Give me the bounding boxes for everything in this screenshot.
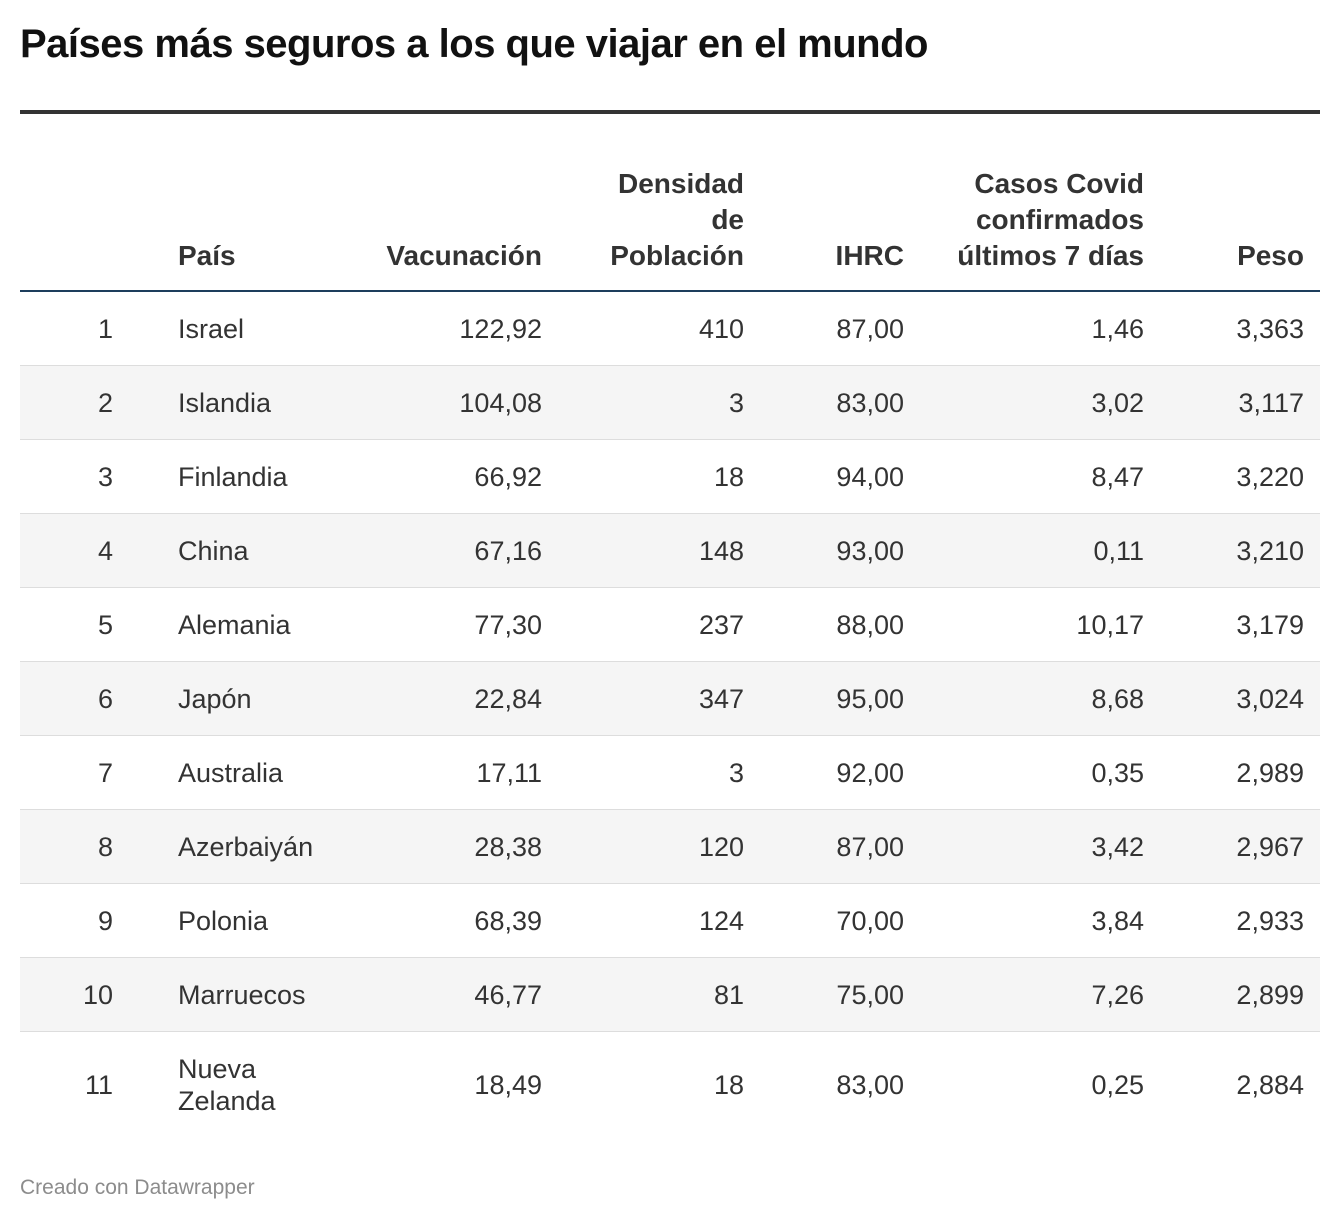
table-body: 1 Israel 122,92 410 87,00 1,46 3,363 2 Islandia 1… [20, 292, 1320, 1138]
cell-rank: 8 [97, 831, 113, 862]
cell-covid: 1,46 [1091, 313, 1144, 344]
cell-peso: 3,117 [1238, 387, 1304, 418]
cell-densidad: 410 [698, 313, 744, 344]
cell-covid: 0,25 [1091, 1070, 1144, 1100]
cell-ihrc: 92,00 [836, 757, 904, 788]
cell-pais: Marruecos [178, 979, 306, 1010]
cell-covid: 3,02 [1091, 387, 1144, 418]
cell-pais: Nueva Zelanda [178, 1054, 276, 1116]
cell-vacunacion: 22,84 [474, 683, 542, 714]
cell-covid: 3,84 [1091, 905, 1144, 936]
table-row: 7 Australia 17,11 3 92,00 0,35 2,989 [20, 736, 1320, 810]
cell-vacunacion: 67,16 [474, 535, 542, 566]
cell-pais: Azerbaiyán [178, 831, 314, 862]
cell-vacunacion: 66,92 [474, 461, 542, 492]
cell-covid: 0,11 [1093, 535, 1144, 566]
cell-peso: 3,024 [1236, 683, 1304, 714]
cell-vacunacion: 18,49 [474, 1070, 542, 1100]
cell-covid: 10,17 [1076, 609, 1144, 640]
cell-rank: 7 [97, 757, 113, 788]
cell-peso: 3,363 [1236, 313, 1304, 344]
cell-vacunacion: 104,08 [459, 387, 542, 418]
cell-vacunacion: 46,77 [474, 979, 542, 1010]
table-header: País Vacunación Densidad de Población IH… [20, 114, 1320, 292]
data-table: País Vacunación Densidad de Población IH… [20, 110, 1320, 1138]
cell-rank: 6 [97, 683, 113, 714]
cell-rank: 9 [97, 905, 113, 936]
cell-densidad: 347 [698, 683, 744, 714]
cell-densidad: 18 [713, 1070, 744, 1100]
page-title: Países más seguros a los que viajar en e… [20, 22, 928, 66]
cell-peso: 2,967 [1236, 831, 1304, 862]
cell-vacunacion: 122,92 [459, 313, 542, 344]
cell-densidad: 120 [698, 831, 744, 862]
cell-ihrc: 88,00 [836, 609, 904, 640]
table-row: 5 Alemania 77,30 237 88,00 10,17 3,179 [20, 588, 1320, 662]
cell-densidad: 237 [698, 609, 744, 640]
cell-covid: 8,47 [1091, 461, 1144, 492]
header-peso[interactable]: Peso [1237, 240, 1304, 271]
cell-ihrc: 70,00 [836, 905, 904, 936]
cell-covid: 0,35 [1091, 757, 1144, 788]
cell-vacunacion: 28,38 [474, 831, 542, 862]
cell-rank: 4 [97, 535, 113, 566]
table-row: 10 Marruecos 46,77 81 75,00 7,26 2,899 [20, 958, 1320, 1032]
table-row: 6 Japón 22,84 347 95,00 8,68 3,024 [20, 662, 1320, 736]
header-pais[interactable]: País [178, 240, 236, 271]
cell-ihrc: 87,00 [836, 831, 904, 862]
cell-ihrc: 75,00 [836, 979, 904, 1010]
table-row: 2 Islandia 104,08 3 83,00 3,02 3,117 [20, 366, 1320, 440]
table-row: 11 Nueva Zelanda 18,49 18 83,00 0,25 2,884 [20, 1032, 1320, 1138]
cell-ihrc: 95,00 [836, 683, 904, 714]
cell-peso: 2,899 [1236, 979, 1304, 1010]
table-row: 8 Azerbaiyán 28,38 120 87,00 3,42 2,967 [20, 810, 1320, 884]
cell-densidad: 18 [713, 461, 744, 492]
cell-peso: 2,933 [1236, 905, 1304, 936]
cell-pais: China [178, 535, 249, 566]
cell-pais: Polonia [178, 905, 269, 936]
cell-ihrc: 83,00 [836, 387, 904, 418]
cell-covid: 7,26 [1091, 979, 1144, 1010]
cell-peso: 2,989 [1236, 757, 1304, 788]
cell-densidad: 124 [698, 905, 744, 936]
cell-ihrc: 87,00 [836, 313, 904, 344]
cell-rank: 5 [97, 609, 113, 640]
cell-ihrc: 83,00 [836, 1070, 904, 1100]
cell-pais: Alemania [178, 609, 291, 640]
footer-credit[interactable]: Creado con Datawrapper [20, 1176, 255, 1199]
cell-pais: Australia [178, 757, 284, 788]
cell-ihrc: 93,00 [836, 535, 904, 566]
cell-covid: 3,42 [1091, 831, 1144, 862]
cell-pais: Japón [178, 683, 252, 714]
header-vacunacion[interactable]: Vacunación [386, 240, 542, 271]
cell-vacunacion: 17,11 [476, 757, 542, 788]
cell-peso: 3,220 [1236, 461, 1304, 492]
cell-densidad: 81 [713, 979, 744, 1010]
table-row: 1 Israel 122,92 410 87,00 1,46 3,363 [20, 292, 1320, 366]
cell-vacunacion: 68,39 [474, 905, 542, 936]
cell-peso: 2,884 [1236, 1070, 1304, 1100]
header-covid[interactable]: Casos Covid confirmados últimos 7 días [957, 168, 1144, 271]
cell-rank: 10 [82, 979, 113, 1010]
cell-rank: 2 [97, 387, 113, 418]
header-ihrc[interactable]: IHRC [835, 240, 904, 271]
cell-peso: 3,210 [1236, 535, 1304, 566]
table-row: 3 Finlandia 66,92 18 94,00 8,47 3,220 [20, 440, 1320, 514]
cell-densidad: 3 [728, 757, 744, 788]
cell-ihrc: 94,00 [836, 461, 904, 492]
cell-vacunacion: 77,30 [474, 609, 542, 640]
cell-pais: Finlandia [178, 461, 288, 492]
table-row: 4 China 67,16 148 93,00 0,11 3,210 [20, 514, 1320, 588]
cell-pais: Islandia [178, 387, 272, 418]
cell-covid: 8,68 [1091, 683, 1144, 714]
cell-densidad: 3 [728, 387, 744, 418]
cell-rank: 1 [97, 313, 113, 344]
header-densidad[interactable]: Densidad de Población [610, 168, 744, 271]
cell-rank: 3 [97, 461, 113, 492]
cell-rank: 11 [84, 1070, 113, 1100]
table-row: 9 Polonia 68,39 124 70,00 3,84 2,933 [20, 884, 1320, 958]
cell-pais: Israel [178, 313, 245, 344]
cell-densidad: 148 [698, 535, 744, 566]
cell-peso: 3,179 [1236, 609, 1304, 640]
